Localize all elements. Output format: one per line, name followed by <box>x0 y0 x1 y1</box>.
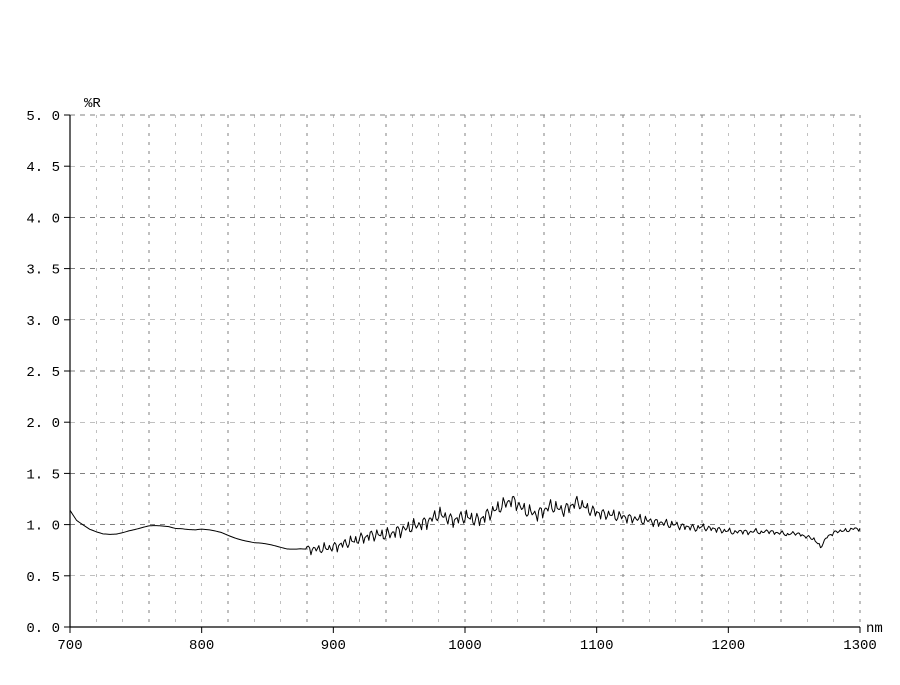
x-tick-label: 900 <box>321 638 346 654</box>
y-tick-label: 1. 5 <box>26 467 60 483</box>
x-tick-label: 1100 <box>580 638 614 654</box>
y-tick-label: 0. 5 <box>26 570 60 586</box>
y-tick-label: 3. 5 <box>26 263 60 279</box>
x-axis-label: nm <box>866 621 883 637</box>
y-tick-label: 5. 0 <box>26 109 60 125</box>
y-tick-label: 4. 5 <box>26 160 60 176</box>
x-tick-label: 800 <box>189 638 214 654</box>
y-tick-label: 2. 0 <box>26 416 60 432</box>
y-tick-label: 4. 0 <box>26 211 60 227</box>
chart-svg: 700 800 900 1000 1100 1200 1300 0. 0 0. 5 1. 0 1. … <box>0 0 900 685</box>
y-tick-label: 2. 5 <box>26 365 60 381</box>
y-tick-label: 3. 0 <box>26 314 60 330</box>
x-tick-label: 1000 <box>448 638 482 654</box>
x-tick-label: 700 <box>57 638 82 654</box>
x-tick-label: 1300 <box>843 638 877 654</box>
x-tick-label: 1200 <box>712 638 746 654</box>
reflectance-chart: 700 800 900 1000 1100 1200 1300 0. 0 0. 5 1. 0 1. … <box>0 0 900 685</box>
y-tick-label: 0. 0 <box>26 621 60 637</box>
y-axis-label: %R <box>84 96 101 112</box>
chart-background <box>0 0 900 685</box>
y-tick-label: 1. 0 <box>26 519 60 535</box>
